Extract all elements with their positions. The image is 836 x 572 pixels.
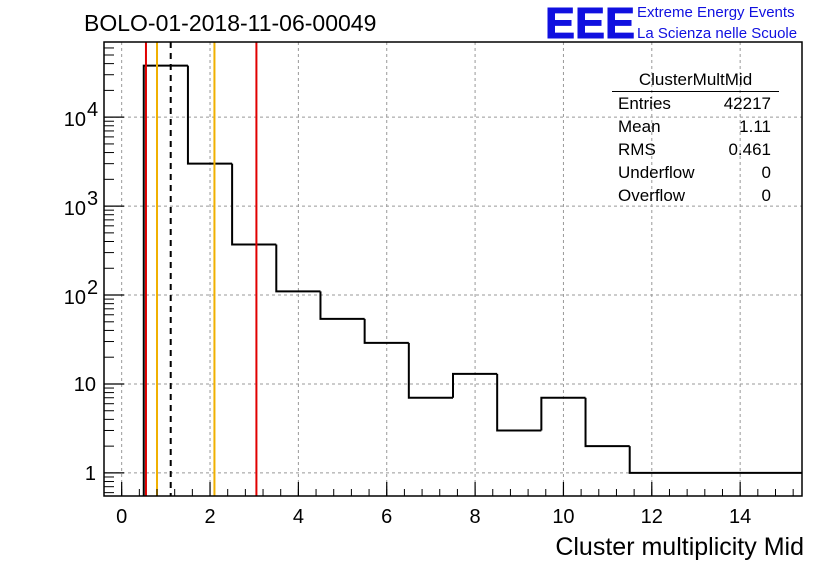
stats-value: 42217 xyxy=(723,93,771,113)
histogram-bin xyxy=(275,244,321,293)
stats-value: 0 xyxy=(761,185,771,205)
stats-label: Mean xyxy=(618,116,661,136)
x-tick-label: 12 xyxy=(641,506,663,528)
y-tick-label: 10 xyxy=(74,374,96,396)
x-axis-label: Cluster multiplicity Mid xyxy=(555,533,804,561)
logo-line-1: Extreme Energy Events xyxy=(637,4,795,21)
histogram-bin xyxy=(540,396,586,431)
histogram-bins xyxy=(142,64,802,496)
y-tick-label: 10 xyxy=(64,109,86,131)
stats-value: 0 xyxy=(761,162,771,182)
grid-lines xyxy=(104,42,802,496)
histogram-bin xyxy=(231,163,277,246)
x-tick-label: 10 xyxy=(552,506,574,528)
histogram-bin xyxy=(407,342,453,399)
stats-label: Entries xyxy=(618,93,671,113)
y-tick-label: 1 xyxy=(85,463,96,485)
x-tick-label: 6 xyxy=(381,506,392,528)
histogram-bin xyxy=(628,446,802,474)
stats-box: ClusterMultMid Entries 42217 Mean 1.11 R… xyxy=(612,70,779,207)
y-tick-label: 10 xyxy=(64,287,86,309)
histogram-bin xyxy=(496,373,542,432)
stats-value: 1.11 xyxy=(739,116,771,136)
y-tick-exponent: 2 xyxy=(87,277,98,299)
x-tick-label: 2 xyxy=(204,506,215,528)
stats-label: Underflow xyxy=(618,162,695,182)
y-tick-exponent: 3 xyxy=(87,188,98,210)
histogram-bin xyxy=(452,372,498,398)
stats-row-entries: Entries 42217 xyxy=(612,92,779,115)
histogram-bin xyxy=(142,64,188,496)
histogram-bin xyxy=(186,65,233,165)
x-tick-label: 4 xyxy=(293,506,304,528)
stats-label: Overflow xyxy=(618,185,686,205)
y-tick-exponent: 4 xyxy=(87,99,98,121)
x-tick-label: 0 xyxy=(116,506,127,528)
chart-title: BOLO-01-2018-11-06-00049 xyxy=(84,10,377,36)
y-tick-label: 10 xyxy=(64,198,86,220)
x-tick-label: 8 xyxy=(470,506,481,528)
eee-logo: EEE xyxy=(545,0,636,44)
histogram-bin xyxy=(584,397,630,448)
plot-frame xyxy=(103,41,803,497)
stats-value: 0.461 xyxy=(728,139,771,159)
stats-box-name: ClusterMultMid xyxy=(612,70,779,92)
logo-mark: EEE xyxy=(545,0,635,44)
stats-row-rms: RMS 0.461 xyxy=(612,138,779,161)
x-tick-label: 14 xyxy=(729,506,751,528)
stats-row-underflow: Underflow 0 xyxy=(612,161,779,184)
logo-line-2: La Scienza nelle Scuole xyxy=(637,25,798,42)
stats-label: RMS xyxy=(618,139,656,159)
histogram-bin xyxy=(363,318,409,344)
stats-row-overflow: Overflow 0 xyxy=(612,184,779,207)
marker-lines xyxy=(144,42,258,496)
histogram-bin xyxy=(319,291,365,320)
stats-row-mean: Mean 1.11 xyxy=(612,115,779,138)
